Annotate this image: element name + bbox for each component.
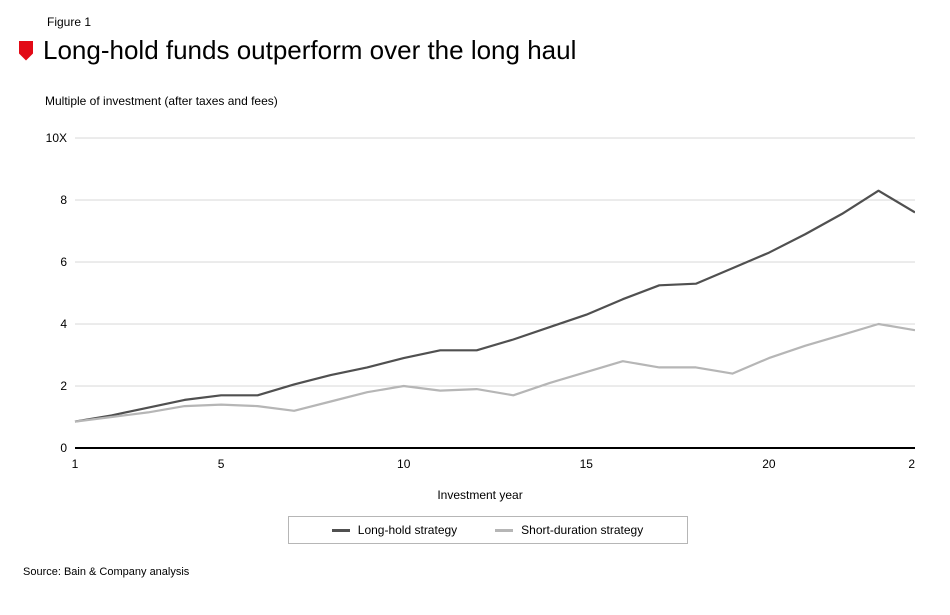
svg-text:20: 20 bbox=[762, 457, 776, 471]
title-row: Long-hold funds outperform over the long… bbox=[19, 35, 930, 66]
source-attribution: Source: Bain & Company analysis bbox=[23, 566, 930, 578]
svg-text:1: 1 bbox=[72, 457, 79, 471]
chart-title: Long-hold funds outperform over the long… bbox=[43, 35, 576, 66]
x-axis-label: Investment year bbox=[45, 488, 915, 502]
svg-text:2: 2 bbox=[60, 379, 67, 393]
svg-text:15: 15 bbox=[580, 457, 594, 471]
legend-label: Short-duration strategy bbox=[521, 523, 643, 537]
legend-item-long-hold: Long-hold strategy bbox=[332, 523, 457, 537]
legend-item-short-duration: Short-duration strategy bbox=[495, 523, 643, 537]
svg-text:24: 24 bbox=[908, 457, 915, 471]
svg-text:5: 5 bbox=[218, 457, 225, 471]
legend-label: Long-hold strategy bbox=[358, 523, 457, 537]
figure-label: Figure 1 bbox=[47, 15, 930, 29]
legend-swatch bbox=[495, 529, 513, 532]
svg-text:10X: 10X bbox=[46, 131, 67, 145]
legend-swatch bbox=[332, 529, 350, 532]
bain-marker-icon bbox=[19, 41, 33, 61]
svg-text:0: 0 bbox=[60, 441, 67, 455]
line-chart: 0246810X1510152024 bbox=[45, 118, 915, 478]
legend: Long-hold strategy Short-duration strate… bbox=[288, 516, 688, 544]
svg-text:8: 8 bbox=[60, 193, 67, 207]
svg-text:10: 10 bbox=[397, 457, 411, 471]
chart-svg: 0246810X1510152024 bbox=[45, 118, 915, 478]
svg-text:4: 4 bbox=[60, 317, 67, 331]
svg-text:6: 6 bbox=[60, 255, 67, 269]
y-axis-label: Multiple of investment (after taxes and … bbox=[45, 94, 930, 108]
